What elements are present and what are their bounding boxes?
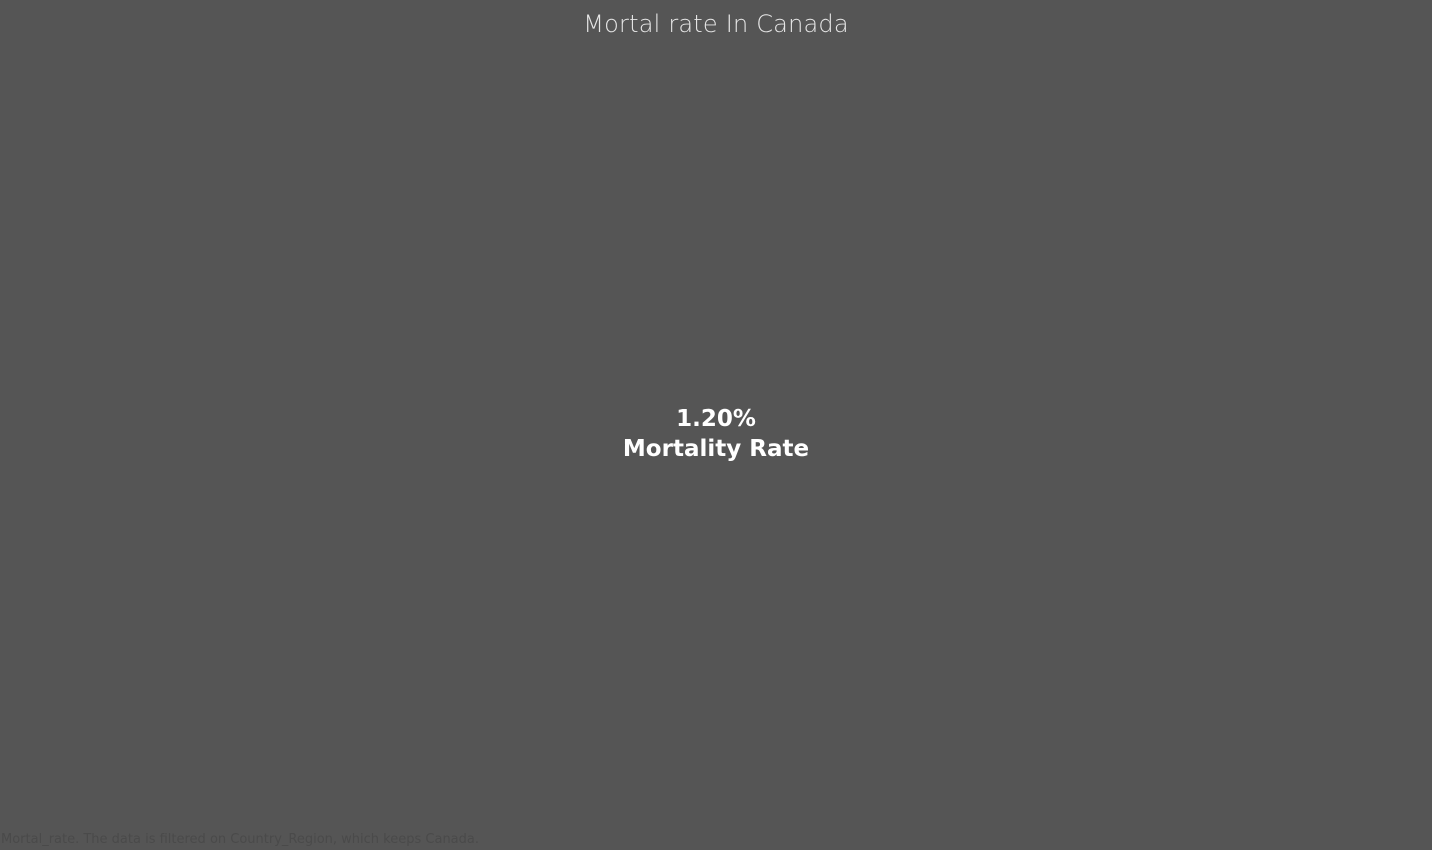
viz-title: Mortal rate In Canada — [583, 10, 849, 38]
viz-caption: Mortal_rate. The data is filtered on Cou… — [1, 832, 479, 847]
kpi-block[interactable]: 1.20% Mortality Rate — [0, 404, 1432, 464]
kpi-label: Mortality Rate — [622, 436, 810, 462]
kpi-value: 1.20% — [676, 406, 756, 432]
